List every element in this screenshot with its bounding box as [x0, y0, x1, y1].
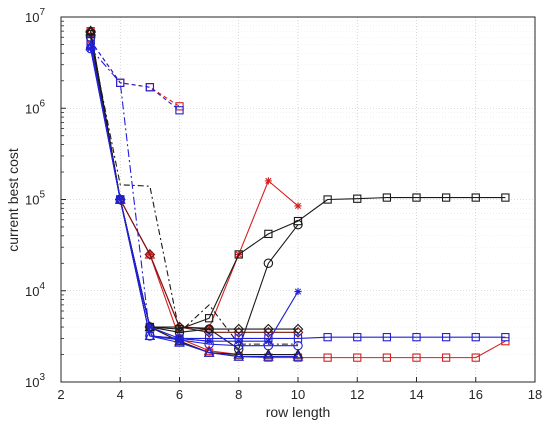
marker-square	[501, 333, 510, 342]
marker-square	[175, 106, 184, 115]
marker-circle	[293, 219, 303, 230]
x-tick-label: 4	[117, 387, 124, 402]
series-8	[90, 37, 298, 345]
marker-star	[294, 287, 302, 296]
series-line	[90, 45, 298, 358]
marker-square	[501, 193, 510, 202]
marker-square	[412, 333, 421, 342]
marker-square	[471, 333, 480, 342]
marker-triangle	[174, 336, 185, 347]
x-tick-label: 16	[469, 387, 483, 402]
marker-square	[471, 353, 480, 362]
series-line	[90, 33, 506, 330]
marker-square	[382, 353, 392, 362]
marker-triangle	[203, 346, 215, 357]
marker-square	[204, 314, 214, 323]
x-tick-label: 8	[235, 387, 242, 402]
x-tick-label: 10	[291, 387, 305, 402]
marker-triangle	[144, 248, 156, 259]
x-axis-label: row length	[266, 404, 331, 420]
y-tick-label-exponent: 4	[39, 281, 45, 292]
marker-square	[323, 195, 332, 204]
marker-triangle	[114, 193, 126, 204]
y-tick-label: 107	[25, 7, 45, 25]
marker-square	[323, 333, 332, 342]
y-tick-label-exponent: 6	[39, 98, 45, 109]
series-group	[85, 25, 510, 362]
x-tick-label: 6	[176, 387, 183, 402]
marker-triangle	[144, 330, 156, 341]
y-tick-label: 103	[25, 372, 45, 390]
marker-diamond	[174, 321, 185, 333]
marker-triangle	[263, 350, 274, 361]
marker-square	[471, 193, 480, 202]
marker-star	[294, 202, 302, 210]
marker-circle	[174, 335, 185, 345]
marker-square	[353, 353, 362, 362]
marker-square	[382, 193, 392, 202]
marker-triangle	[263, 348, 274, 359]
marker-circle	[263, 340, 274, 351]
marker-square	[353, 194, 362, 203]
marker-square	[441, 353, 451, 362]
x-tick-label: 14	[409, 387, 423, 402]
x-tick-label: 2	[57, 387, 64, 402]
y-tick-label-base: 10	[25, 284, 39, 299]
marker-triangle	[292, 350, 304, 361]
marker-circle	[293, 340, 303, 351]
series-16	[85, 40, 304, 361]
marker-triangle	[233, 350, 245, 361]
marker-star	[205, 337, 213, 345]
series-line	[90, 40, 180, 111]
y-tick-label-exponent: 7	[39, 7, 45, 18]
marker-star	[264, 177, 272, 185]
y-tick-label-base: 10	[25, 193, 39, 208]
marker-square	[353, 333, 362, 342]
marker-square	[412, 353, 421, 362]
x-tick-label: 12	[350, 387, 364, 402]
marker-circle	[234, 340, 244, 351]
series-line	[90, 37, 298, 345]
marker-square	[441, 193, 451, 202]
marker-circle	[263, 258, 274, 269]
marker-triangle	[85, 40, 96, 51]
y-tick-label-base: 10	[25, 375, 39, 390]
marker-diamond	[203, 323, 215, 335]
marker-star	[146, 323, 154, 331]
marker-square	[412, 193, 421, 202]
y-tick-label: 104	[25, 281, 45, 299]
y-tick-label-base: 10	[25, 101, 39, 116]
y-tick-label: 106	[25, 98, 45, 116]
marker-square	[234, 250, 243, 259]
marker-diamond	[233, 323, 245, 335]
marker-square	[382, 333, 392, 342]
marker-square	[145, 83, 155, 92]
y-tick-label-base: 10	[25, 10, 39, 25]
marker-square	[323, 353, 332, 362]
y-tick-label: 105	[25, 190, 45, 208]
marker-diamond	[262, 323, 274, 335]
marker-triangle	[233, 348, 245, 359]
marker-square	[293, 334, 303, 343]
y-axis-label: current best cost	[5, 148, 21, 252]
marker-diamond	[144, 249, 156, 260]
marker-triangle	[203, 344, 215, 355]
y-tick-label-exponent: 3	[39, 372, 45, 383]
marker-square	[264, 229, 273, 239]
marker-triangle	[292, 348, 304, 359]
x-tick-label: 18	[528, 387, 542, 402]
marker-square	[441, 333, 451, 342]
y-tick-label-exponent: 5	[39, 190, 45, 201]
marker-diamond	[292, 323, 304, 335]
